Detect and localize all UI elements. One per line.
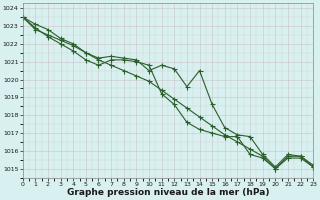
X-axis label: Graphe pression niveau de la mer (hPa): Graphe pression niveau de la mer (hPa): [67, 188, 269, 197]
